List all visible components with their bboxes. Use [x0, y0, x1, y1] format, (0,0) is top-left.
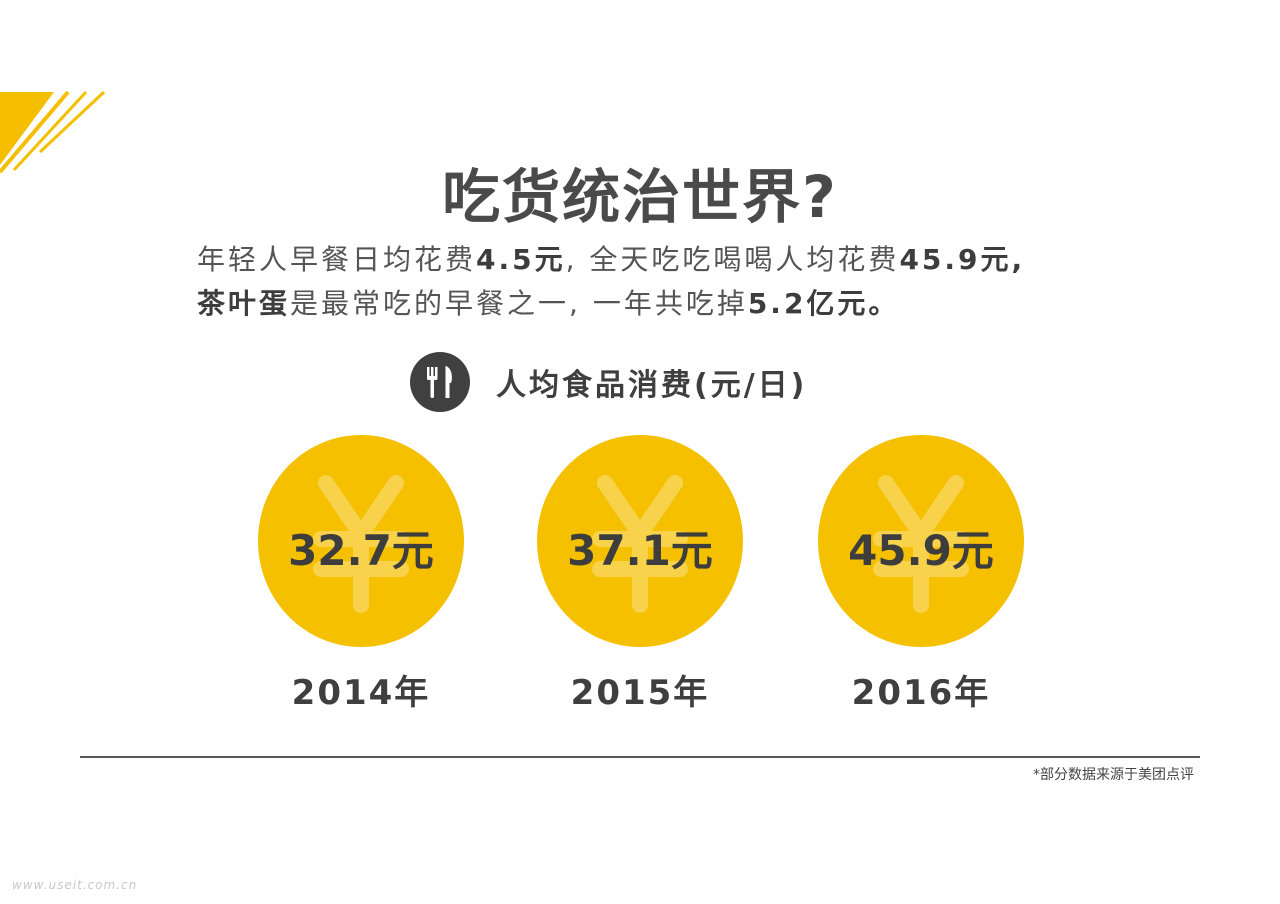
subtitle-line-1: 年轻人早餐日均花费4.5元, 全天吃吃喝喝人均花费45.9元, — [197, 238, 1197, 282]
year-label-2016: 2016年 — [851, 673, 991, 713]
watermark: www.useit.com.cn — [12, 878, 138, 892]
yen-coin-icon — [537, 435, 743, 647]
subtitle-segment: 45.9元, — [899, 243, 1026, 276]
corner-stripes-decoration — [0, 90, 106, 174]
coin-value: 37.1元 — [567, 526, 713, 575]
subtitle-segment: 茶叶蛋 — [197, 287, 291, 320]
coin-2016: 45.9元 — [818, 435, 1024, 647]
coin-value: 32.7元 — [288, 526, 434, 575]
coin-2015: 37.1元 — [537, 435, 743, 647]
coin-value: 45.9元 — [848, 526, 994, 575]
yen-coin-icon — [258, 435, 464, 647]
subtitle: 年轻人早餐日均花费4.5元, 全天吃吃喝喝人均花费45.9元, 茶叶蛋是最常吃的… — [197, 238, 1197, 326]
footnote: *部分数据来源于美团点评 — [1033, 767, 1194, 783]
section-header: 人均食品消费(元/日) — [410, 352, 807, 412]
year-label-2014: 2014年 — [291, 673, 431, 713]
divider — [80, 756, 1200, 758]
coin-2014: 32.7元 — [258, 435, 464, 647]
subtitle-segment: , 全天吃吃喝喝人均花费 — [565, 243, 900, 276]
subtitle-segment: 4.5元 — [476, 243, 566, 276]
page-title: 吃货统治世界? — [442, 163, 838, 231]
year-label-2015: 2015年 — [570, 673, 710, 713]
subtitle-segment: 5.2亿元。 — [747, 287, 900, 320]
fork-knife-icon — [410, 352, 470, 412]
subtitle-line-2: 茶叶蛋是最常吃的早餐之一, 一年共吃掉5.2亿元。 — [197, 282, 1197, 326]
yen-coin-icon — [818, 435, 1024, 647]
subtitle-segment: 是最常吃的早餐之一, 一年共吃掉 — [290, 287, 748, 320]
section-label: 人均食品消费(元/日) — [496, 368, 808, 403]
subtitle-segment: 年轻人早餐日均花费 — [197, 243, 477, 276]
